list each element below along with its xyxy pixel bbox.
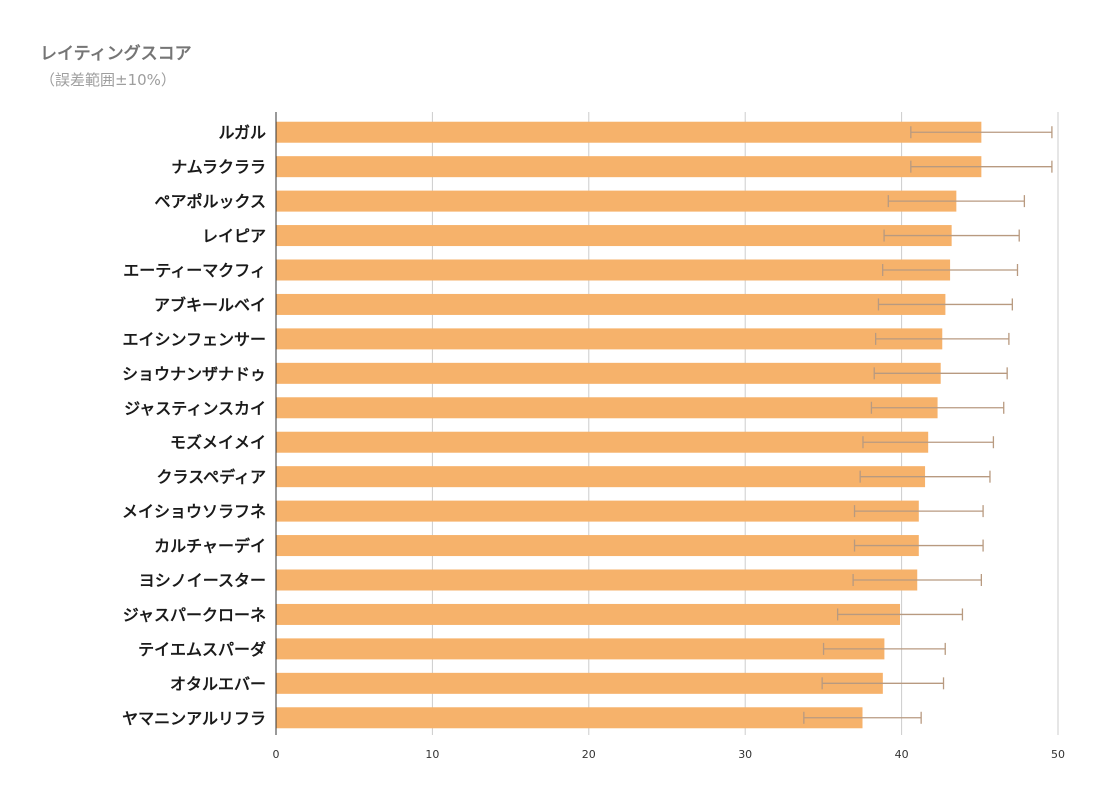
x-tick-label: 20 bbox=[582, 748, 596, 761]
error-bars bbox=[803, 126, 1053, 724]
x-tick-label: 50 bbox=[1051, 748, 1065, 761]
category-label: ナムラクララ bbox=[171, 158, 266, 177]
chart-title: レイティングスコア bbox=[40, 44, 192, 64]
bar bbox=[276, 466, 926, 488]
category-label: エイシンフェンサー bbox=[122, 330, 266, 349]
category-label: ヤマニンアルリフラ bbox=[122, 709, 266, 728]
x-tick-labels: 0 10 20 30 40 50 bbox=[273, 748, 1066, 761]
bar bbox=[276, 569, 918, 591]
category-label: メイショウソラフネ bbox=[122, 502, 266, 521]
bar bbox=[276, 707, 863, 729]
bar bbox=[276, 603, 901, 625]
category-label: ジャスパークローネ bbox=[123, 605, 266, 624]
gridlines bbox=[431, 112, 1059, 735]
category-label: エーティーマクフィ bbox=[123, 261, 266, 280]
bar bbox=[276, 190, 957, 212]
bar bbox=[276, 672, 883, 694]
category-label: ルガル bbox=[218, 123, 266, 142]
bar bbox=[276, 259, 951, 281]
x-tick-label: 30 bbox=[738, 748, 752, 761]
bar bbox=[276, 362, 941, 384]
bar bbox=[276, 397, 938, 419]
bar bbox=[276, 500, 919, 522]
bar bbox=[276, 225, 952, 247]
bar bbox=[276, 121, 982, 143]
category-labels: ルガルナムラクララペアポルックスレイピアエーティーマクフィアブキールベイエイシン… bbox=[122, 123, 266, 728]
category-label: カルチャーデイ bbox=[154, 537, 266, 556]
bar bbox=[276, 535, 919, 557]
category-label: ショウナンザナドゥ bbox=[122, 364, 266, 383]
x-tick-label: 10 bbox=[425, 748, 439, 761]
bars bbox=[276, 121, 982, 729]
category-label: モズメイメイ bbox=[170, 433, 266, 452]
bar bbox=[276, 156, 982, 178]
category-label: アブキールベイ bbox=[154, 295, 266, 314]
bar bbox=[276, 431, 929, 453]
category-label: ジャスティンスカイ bbox=[124, 399, 266, 418]
category-label: クラスペディア bbox=[157, 468, 266, 487]
category-label: テイエムスパーダ bbox=[138, 640, 266, 659]
bar bbox=[276, 638, 885, 660]
category-label: オタルエバー bbox=[170, 674, 266, 693]
category-label: レイピア bbox=[202, 227, 266, 246]
category-label: ペアポルックス bbox=[154, 192, 266, 211]
chart-subtitle: （誤差範囲±10%） bbox=[40, 71, 176, 89]
category-label: ヨシノイースター bbox=[139, 571, 266, 590]
bar bbox=[276, 293, 946, 315]
x-tick-label: 0 bbox=[273, 748, 280, 761]
bar bbox=[276, 328, 943, 350]
x-tick-label: 40 bbox=[895, 748, 909, 761]
